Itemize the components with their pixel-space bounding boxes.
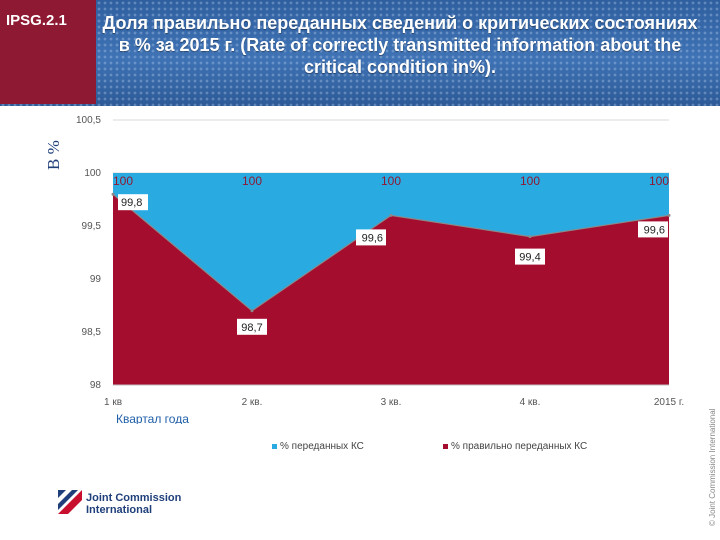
data-label-sent: 100 <box>242 174 262 188</box>
data-label-correct: 99,8 <box>121 197 142 209</box>
y-tick-label: 98,5 <box>82 327 102 338</box>
jci-logo-text: Joint Commission International <box>86 492 181 516</box>
chart-title: Доля правильно переданных сведений о кри… <box>102 13 698 77</box>
x-tick-label: 3 кв. <box>381 397 402 408</box>
y-tick-label: 100,5 <box>76 115 101 126</box>
legend-swatch-correct <box>443 443 448 449</box>
y-tick-label: 98 <box>90 380 102 391</box>
data-label-sent: 100 <box>649 174 669 188</box>
x-tick-label: 4 кв. <box>520 397 541 408</box>
copyright-notice: © Joint Commission International <box>708 408 717 527</box>
data-label-correct: 99,6 <box>362 232 383 244</box>
y-tick-label: 100 <box>84 168 101 179</box>
data-label-sent: 100 <box>520 174 540 188</box>
tag-box: IPSG.2.1 <box>0 0 96 104</box>
area-chart: 98 98,5 99 99,5 100 100,5 100 100 100 100 100 99,8 9… <box>76 115 684 424</box>
x-tick-label: 1 кв <box>104 397 122 408</box>
data-point-correct <box>667 213 671 217</box>
y-tick-label: 99 <box>90 274 102 285</box>
data-label-box <box>356 229 386 246</box>
jci-logo-line1: Joint Commission <box>86 492 182 504</box>
data-label-sent: 100 <box>381 174 401 188</box>
y-tick-label: 99,5 <box>82 221 102 232</box>
x-tick-label: 2015 г. <box>654 397 684 408</box>
data-label-correct: 99,6 <box>644 224 665 236</box>
data-label-correct: 98,7 <box>241 322 262 334</box>
header-banner: IPSG.2.1 Доля правильно переданных сведе… <box>0 0 720 106</box>
legend-item-correct: % правильно переданных КС <box>443 441 587 452</box>
legend-label-correct: % правильно переданных КС <box>451 441 588 452</box>
standard-tag: IPSG.2.1 <box>6 12 67 29</box>
data-label-box <box>118 194 148 211</box>
data-point-correct <box>111 192 115 196</box>
jci-logo: Joint Commission International <box>58 490 208 520</box>
data-point-correct <box>528 235 532 239</box>
series-area-correct <box>113 194 669 385</box>
jci-logo-line2: International <box>86 504 153 516</box>
legend-swatch-sent <box>272 443 277 449</box>
data-label-correct: 99,4 <box>519 252 540 264</box>
data-label-box <box>515 248 545 265</box>
x-axis-title: Квартал года <box>116 412 189 424</box>
data-label-sent: 100 <box>113 174 133 188</box>
data-label-box <box>638 221 668 238</box>
x-tick-label: 2 кв. <box>242 397 263 408</box>
legend-item-sent: % переданных КС <box>272 441 364 452</box>
data-label-box <box>237 318 267 335</box>
jci-logo-icon <box>58 490 82 514</box>
legend-label-sent: % переданных КС <box>280 441 364 452</box>
data-point-correct <box>389 213 393 217</box>
world-map-pattern <box>0 0 720 106</box>
data-point-correct <box>250 309 254 313</box>
